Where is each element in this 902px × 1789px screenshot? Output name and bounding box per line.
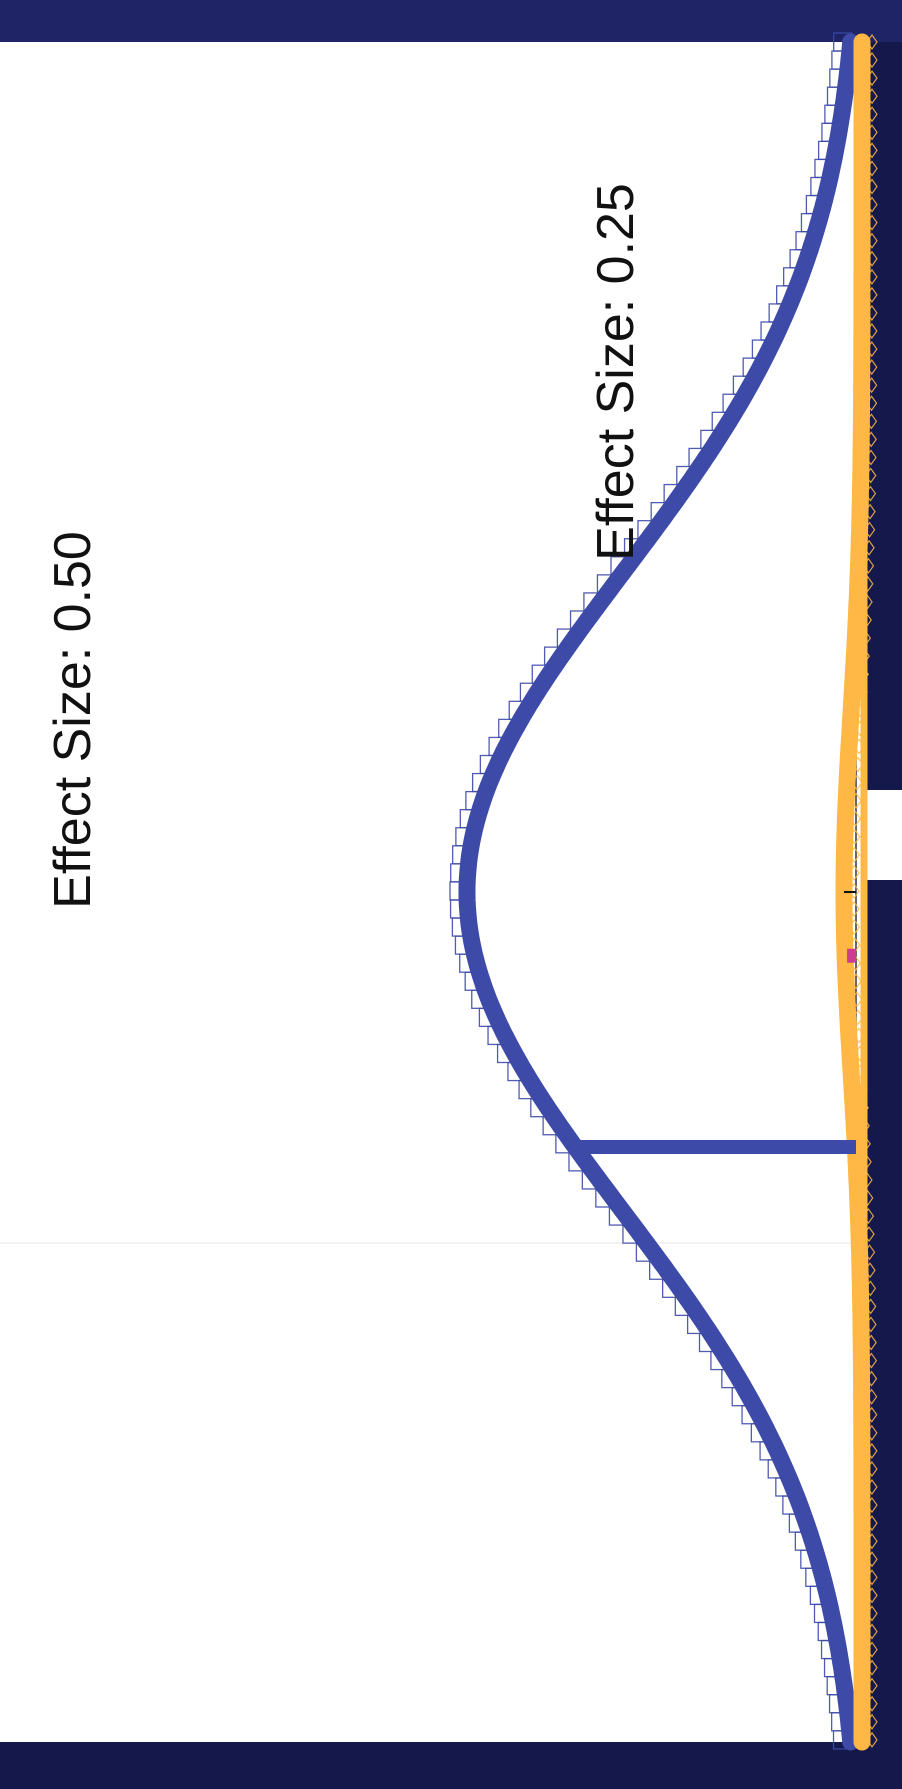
series-wide	[449, 32, 860, 1751]
legend-swatch	[865, 790, 902, 880]
plot-area	[0, 42, 865, 1742]
effect-size-label: Effect Size: 0.25	[587, 183, 645, 561]
series-line	[458, 33, 860, 1751]
title-bar	[0, 0, 902, 42]
effect-size-label: Effect Size: 0.50	[44, 531, 102, 909]
